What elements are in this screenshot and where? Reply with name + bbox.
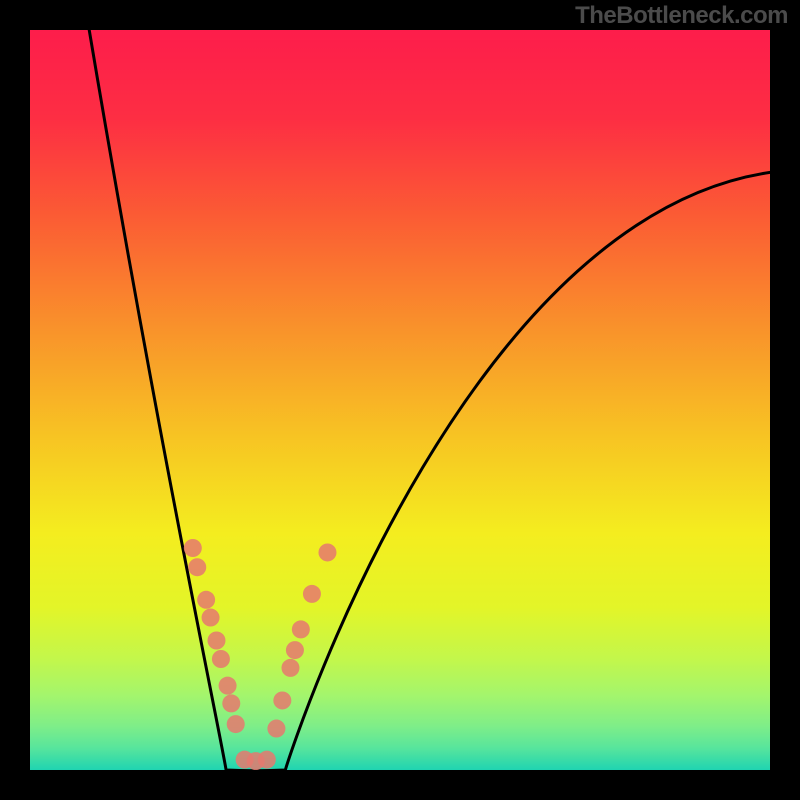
data-marker: [184, 539, 202, 557]
data-marker: [318, 543, 336, 561]
data-marker: [281, 659, 299, 677]
bottleneck-chart: [0, 0, 800, 800]
data-marker: [273, 691, 291, 709]
data-marker: [292, 620, 310, 638]
plot-area: [30, 8, 785, 771]
data-marker: [267, 720, 285, 738]
data-marker: [303, 585, 321, 603]
data-marker: [286, 641, 304, 659]
data-marker: [197, 591, 215, 609]
data-marker: [212, 650, 230, 668]
data-marker: [188, 558, 206, 576]
data-marker: [222, 694, 240, 712]
gradient-background: [30, 30, 770, 770]
data-marker: [219, 677, 237, 695]
data-marker: [258, 751, 276, 769]
data-marker: [207, 632, 225, 650]
data-marker: [202, 609, 220, 627]
data-marker: [227, 715, 245, 733]
watermark-text: TheBottleneck.com: [575, 2, 788, 30]
